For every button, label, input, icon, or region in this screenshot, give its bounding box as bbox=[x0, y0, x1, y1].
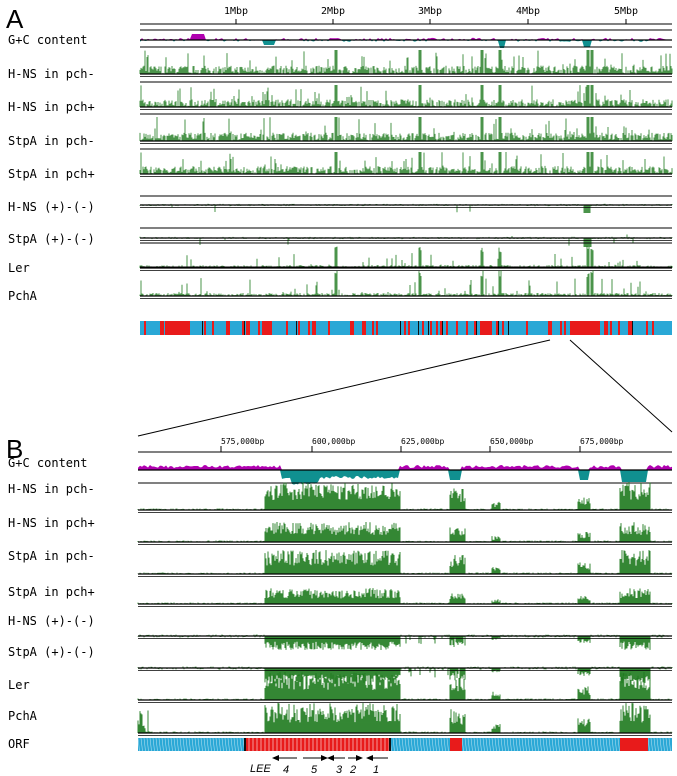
panel-a-track bbox=[139, 148, 673, 177]
panel-b-tick-label: 575,000bp bbox=[221, 437, 265, 446]
panel-b-track-label-pcha: PchA bbox=[8, 709, 38, 723]
panel-a-tick: 1Mbp bbox=[224, 6, 248, 24]
zoom-connector-left bbox=[137, 339, 551, 437]
panel-a-tick-label: 2Mbp bbox=[321, 6, 345, 17]
panel-b-track bbox=[137, 550, 673, 577]
panel-a-track-label-stpa-pch-minus: StpA in pch- bbox=[8, 134, 95, 148]
panel-b-track bbox=[137, 634, 673, 650]
panel-a-tick: 4Mbp bbox=[516, 6, 540, 24]
panel-a-track-label-hns-pch-minus: H-NS in pch- bbox=[8, 67, 95, 81]
panel-b-tick-label: 625,000bp bbox=[401, 437, 445, 446]
panel-b-track-label-stpa-pch-minus: StpA in pch- bbox=[8, 549, 95, 563]
panel-b-track bbox=[137, 672, 673, 703]
panel-a-tracks bbox=[139, 29, 673, 335]
zoom-connector-right bbox=[569, 339, 673, 433]
panel-b-tick: 675,000bp bbox=[579, 437, 624, 452]
panel-a-track bbox=[139, 195, 673, 213]
panel-b-track bbox=[137, 588, 673, 607]
panel-a-track-labels: G+C content H-NS in pch- H-NS in pch+ St… bbox=[8, 33, 95, 303]
panel-a-track-label-hns-diff: H-NS (+)-(-) bbox=[8, 200, 95, 214]
panel-b-ruler: 575,000bp 600,000bp 625,000bp 650,000bp … bbox=[138, 437, 672, 453]
panel-b-tick: 600,000bp bbox=[311, 437, 356, 452]
panel-a-ruler: 1Mbp 2Mbp 3Mbp 4Mbp 5Mbp bbox=[140, 6, 672, 25]
operon-label: 2 bbox=[349, 764, 356, 776]
panel-a-track bbox=[139, 46, 673, 77]
panel-a-track bbox=[139, 266, 673, 299]
panel-a-track-label-gc: G+C content bbox=[8, 33, 87, 47]
panel-b-track-label-orf: ORF bbox=[8, 737, 30, 751]
panel-a-track-label-hns-pch-plus: H-NS in pch+ bbox=[8, 100, 95, 114]
panel-b-orf-bar bbox=[137, 737, 672, 752]
panel-a-orf-bar bbox=[140, 321, 672, 335]
panel-a-track-label-stpa-pch-plus: StpA in pch+ bbox=[8, 167, 95, 181]
panel-b-track bbox=[137, 703, 673, 736]
panel-b-track bbox=[138, 465, 672, 485]
panel-b-tracks bbox=[137, 465, 673, 752]
panel-a-tick-label: 1Mbp bbox=[224, 6, 248, 17]
lee-operon-title: LEE bbox=[250, 763, 271, 775]
panel-b-track bbox=[137, 482, 673, 513]
panel-a-track bbox=[140, 29, 672, 48]
panel-a-tick-label: 5Mbp bbox=[614, 6, 638, 17]
panel-b-track bbox=[137, 522, 673, 545]
operon-arrow bbox=[303, 755, 328, 761]
panel-a-tick: 5Mbp bbox=[614, 6, 638, 24]
panel-b-track-label-ler: Ler bbox=[8, 678, 30, 692]
panel-a-tick-label: 3Mbp bbox=[418, 6, 442, 17]
panel-b-track bbox=[137, 666, 673, 684]
panel-a-tick: 3Mbp bbox=[418, 6, 442, 24]
panel-b-track-label-hns-pch-plus: H-NS in pch+ bbox=[8, 516, 95, 530]
panel-a-track-label-ler: Ler bbox=[8, 261, 30, 275]
operon-label: 4 bbox=[283, 764, 289, 776]
panel-a-track bbox=[139, 113, 673, 144]
operon-label: 3 bbox=[336, 764, 343, 776]
panel-b-tick: 650,000bp bbox=[489, 437, 534, 452]
panel-b-track-label-hns-pch-minus: H-NS in pch- bbox=[8, 482, 95, 496]
panel-b-tick-label: 650,000bp bbox=[490, 437, 534, 446]
operon-arrow bbox=[366, 755, 388, 761]
operon-arrow bbox=[327, 755, 345, 761]
panel-a-track-label-stpa-diff: StpA (+)-(-) bbox=[8, 232, 95, 246]
panel-b-tick: 625,000bp bbox=[400, 437, 445, 452]
operon-arrow bbox=[348, 755, 363, 761]
lee-operon-annotation: LEE 4 5 3 2 1 bbox=[250, 755, 388, 776]
operon-arrow bbox=[272, 755, 297, 761]
panel-b-track-label-stpa-diff: StpA (+)-(-) bbox=[8, 645, 95, 659]
panel-b-track-label-hns-diff: H-NS (+)-(-) bbox=[8, 614, 95, 628]
panel-a-track bbox=[139, 242, 673, 271]
panel-a-track bbox=[139, 81, 673, 110]
panel-a-tick-label: 4Mbp bbox=[516, 6, 540, 17]
panel-b-track-label-stpa-pch-plus: StpA in pch+ bbox=[8, 585, 95, 599]
panel-a-letter: A bbox=[6, 4, 24, 34]
panel-b-letter: B bbox=[6, 434, 23, 464]
panel-b-track-label-gc: G+C content bbox=[8, 456, 87, 470]
panel-b-tick-label: 675,000bp bbox=[580, 437, 624, 446]
panel-a-tick: 2Mbp bbox=[321, 6, 345, 24]
operon-label: 1 bbox=[373, 764, 379, 776]
panel-b-track-labels: G+C content H-NS in pch- H-NS in pch+ St… bbox=[8, 456, 95, 751]
panel-b-tick-label: 600,000bp bbox=[312, 437, 356, 446]
panel-a-track-label-pcha: PchA bbox=[8, 289, 38, 303]
panel-b-tick: 575,000bp bbox=[220, 437, 265, 452]
panel-a-track bbox=[139, 227, 673, 247]
operon-label: 5 bbox=[311, 764, 318, 776]
